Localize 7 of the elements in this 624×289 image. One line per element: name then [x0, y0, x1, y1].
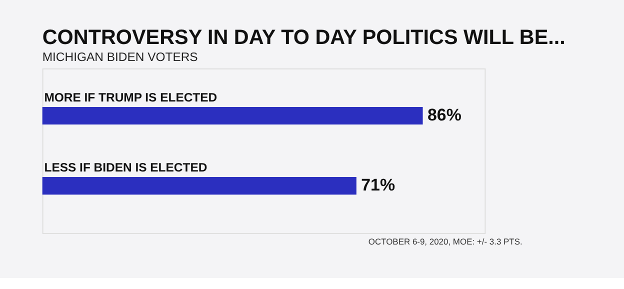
y-tick-label: MORE IF TRUMP IS ELECTED — [44, 90, 218, 104]
data-label: 71% — [361, 176, 396, 195]
chart-subtitle: MICHIGAN BIDEN VOTERS — [42, 50, 198, 64]
text: OCTOBER 6-9, 2020, MOE: +/- 3.3 PTS. — [368, 236, 522, 246]
data-label: 86% — [427, 105, 462, 124]
y-tick-label: LESS IF BIDEN IS ELECTED — [44, 160, 208, 174]
chart-title: CONTROVERSY IN DAY TO DAY POLITICS WILL BE... — [42, 26, 566, 49]
